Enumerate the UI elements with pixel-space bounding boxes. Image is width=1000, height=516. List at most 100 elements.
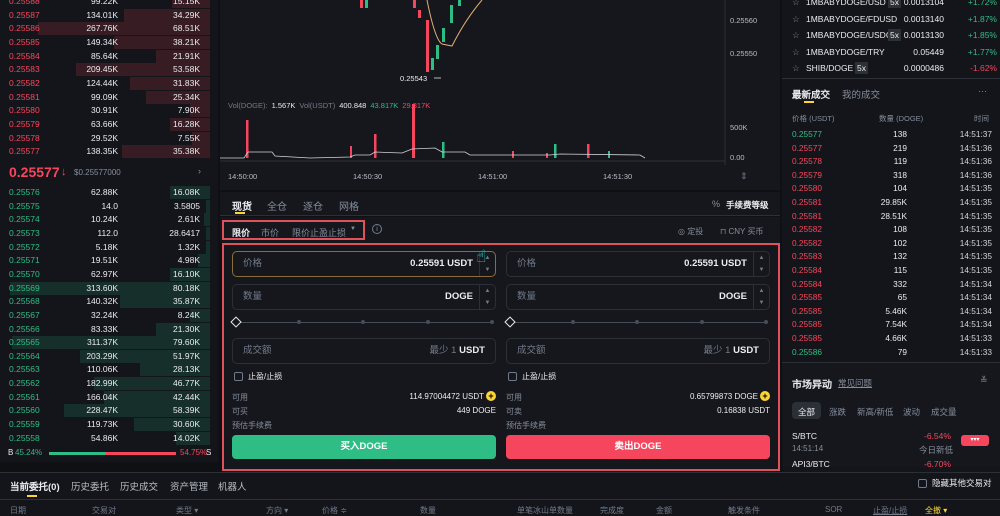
orders-tab[interactable]: 历史成交 [120,482,159,493]
buy-submit-button[interactable]: 买入DOGE [232,435,496,459]
sell-total-input[interactable]: 成交额 最少 1 USDT [506,338,770,364]
column-header[interactable]: 方向 ▾ [266,506,289,515]
decrement-icon[interactable]: ▼ [758,300,765,306]
bid-row[interactable]: 0.25572 5.18K 1.32K [0,240,210,254]
sell-qty-input[interactable]: 数量 DOGE ▲ ▼ [506,284,770,310]
chevron-right-icon[interactable]: › [198,166,201,176]
sell-price-input[interactable]: 价格 0.25591 USDT ▲ ▼ [506,251,770,277]
deposit-plus-icon[interactable]: + [486,391,496,401]
order-type-market[interactable]: 市价 [261,228,280,238]
ask-row[interactable]: 0.25578 29.52K 7.55K [0,131,210,145]
dropdown-caret-icon[interactable]: ▼ [350,226,356,232]
slider-stop[interactable] [635,320,640,324]
bid-row[interactable]: 0.25562 182.99K 46.77K [0,377,210,391]
decrement-icon[interactable]: ▼ [758,267,765,273]
increment-icon[interactable]: ▲ [484,288,491,294]
last-price-row[interactable]: 0.25577 ↓ $0.25577000 › [0,162,218,184]
ask-row[interactable]: 0.25588 99.22K 15.15K [0,0,210,8]
slider-handle[interactable] [504,316,516,328]
ask-row[interactable]: 0.25580 30.91K 7.90K [0,104,210,118]
scale-toggle-icon[interactable]: ⇕ [740,171,748,181]
tab-grid[interactable]: 网格 [339,202,359,213]
bid-row[interactable]: 0.25571 19.51K 4.98K [0,254,210,268]
stepper[interactable]: ▲ ▼ [753,285,769,309]
buy-qty-input[interactable]: 数量 DOGE ▲ ▼ [232,284,496,310]
sell-amount-slider[interactable] [504,316,769,328]
decrement-icon[interactable]: ▼ [484,300,491,306]
bid-row[interactable]: 0.25565 311.37K 79.60K [0,336,210,350]
sell-submit-button[interactable]: 卖出DOGE [506,435,770,459]
increment-icon[interactable]: ▲ [484,255,491,261]
fee-level-link[interactable]: 手续费等级 [726,200,769,210]
mover-item[interactable]: S/BTC 14:51:14 -6.54% 今日新低 ▾▾▾ [792,431,992,461]
bid-row[interactable]: 0.25575 14.0 3.5805 [0,199,210,213]
buy-tpsl-checkbox[interactable]: 止盈/止损 [234,371,282,382]
tab-latest-trades[interactable]: 最新成交 [792,90,831,101]
slider-stop[interactable] [699,320,704,324]
info-icon[interactable]: i [372,224,382,234]
mover-item[interactable]: API3/BTC -6.70% [792,459,992,468]
bid-row[interactable]: 0.25566 83.33K 21.30K [0,322,210,336]
ask-row[interactable]: 0.25579 63.66K 16.28K [0,117,210,131]
stepper[interactable]: ▲ ▼ [753,252,769,276]
slider-handle[interactable] [230,316,242,328]
slider-stop[interactable] [425,320,430,324]
ask-row[interactable]: 0.25585 149.34K 38.21K [0,35,210,49]
bid-row[interactable]: 0.25567 32.24K 8.24K [0,308,210,322]
ask-row[interactable]: 0.25584 85.64K 21.91K [0,49,210,63]
ask-row[interactable]: 0.25581 99.09K 25.34K [0,90,210,104]
orders-tab[interactable]: 机器人 [218,482,247,493]
tab-cross-margin[interactable]: 全仓 [267,202,287,213]
slider-stop[interactable] [296,320,301,324]
tab-my-trades[interactable]: 我的成交 [842,90,881,101]
bid-row[interactable]: 0.25564 203.29K 51.97K [0,349,210,363]
buy-price-input[interactable]: 价格 0.25591 USDT ▲ ▼ [232,251,496,277]
collapse-icon[interactable]: ≚ [980,375,988,385]
decrement-icon[interactable]: ▼ [484,267,491,273]
hide-other-pairs-checkbox[interactable]: 隐藏其他交易对 [918,477,992,489]
buy-amount-slider[interactable] [230,316,495,328]
star-icon[interactable]: ☆ [792,0,800,7]
column-header[interactable]: 止盈/止损 [873,506,908,515]
ask-row[interactable]: 0.25582 124.44K 31.83K [0,76,210,90]
star-icon[interactable]: ☆ [792,63,800,73]
increment-icon[interactable]: ▲ [758,255,765,261]
movers-tab-high-low[interactable]: 新高/新低 [857,407,894,417]
column-header[interactable]: 价格 ≑ [322,506,347,515]
tab-isolated-margin[interactable]: 逐仓 [303,202,323,213]
order-type-stop-limit[interactable]: 限价止盈止损 [292,228,347,238]
movers-tab-all[interactable]: 全部 [798,407,816,417]
bid-row[interactable]: 0.25570 62.97K 16.10K [0,267,210,281]
movers-tab-change[interactable]: 涨跌 [829,407,847,417]
cny-buy-link[interactable]: ⊓ CNY 买币 [720,226,763,237]
movers-tab-volatility[interactable]: 波动 [903,407,921,417]
orders-tab[interactable]: 历史委托 [71,482,110,493]
movers-tab-volume[interactable]: 成交量 [931,407,957,417]
column-header[interactable]: 全撤 ▾ [925,506,948,515]
slider-stop[interactable] [764,320,769,324]
bid-row[interactable]: 0.25573 112.0 28.6417 [0,226,210,240]
star-icon[interactable]: ☆ [792,30,800,40]
column-header[interactable]: 类型 ▾ [176,506,199,515]
increment-icon[interactable]: ▲ [758,288,765,294]
bid-row[interactable]: 0.25560 228.47K 58.39K [0,404,210,418]
bid-row[interactable]: 0.25561 166.04K 42.44K [0,390,210,404]
deposit-plus-icon[interactable]: + [760,391,770,401]
slider-stop[interactable] [361,320,366,324]
faq-link[interactable]: 常见问题 [838,378,873,388]
more-icon[interactable]: ··· [978,86,987,96]
sell-tpsl-checkbox[interactable]: 止盈/止损 [508,371,556,382]
ask-row[interactable]: 0.25583 209.45K 53.58K [0,63,210,77]
slider-stop[interactable] [490,320,495,324]
orders-tab[interactable]: 资产管理 [170,482,209,493]
bid-row[interactable]: 0.25563 110.06K 28.13K [0,363,210,377]
market-row[interactable]: ☆ 1MBABYDOGE/USDT 5x 0.0013104 +1.72% [792,0,997,10]
market-row[interactable]: ☆ 1MBABYDOGE/TRY 0.05449 +1.77% [792,45,997,60]
ask-row[interactable]: 0.25577 138.35K 35.38K [0,145,210,159]
star-icon[interactable]: ☆ [792,46,800,57]
auto-invest-link[interactable]: ◎ 定投 [678,226,703,237]
bid-row[interactable]: 0.25569 313.60K 80.18K [0,281,210,295]
ask-row[interactable]: 0.25586 267.76K 68.51K [0,22,210,36]
price-chart[interactable]: 0.25543 0.25560 0.25550 Vol(DOGE): 1.567K… [220,0,780,190]
bid-row[interactable]: 0.25574 10.24K 2.61K [0,213,210,227]
